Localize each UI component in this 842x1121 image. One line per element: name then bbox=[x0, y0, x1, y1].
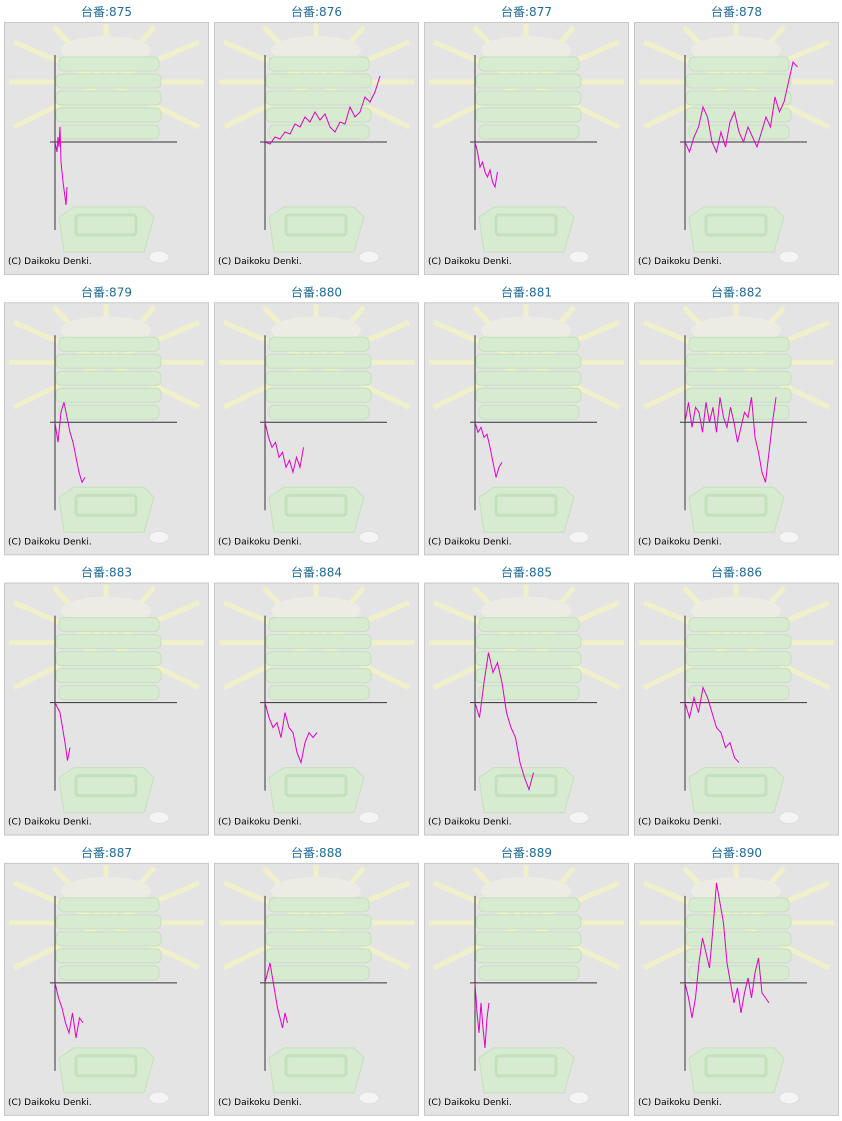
chart-panel: (C) Daikoku Denki. bbox=[214, 863, 419, 1116]
chart-title: 台番:885 bbox=[501, 565, 552, 580]
credit: (C) Daikoku Denki. bbox=[638, 818, 722, 828]
chart-title: 台番:886 bbox=[711, 565, 762, 580]
chart-title: 台番:887 bbox=[81, 845, 132, 860]
data-line bbox=[474, 422, 503, 478]
chart-title: 台番:884 bbox=[291, 565, 342, 580]
chart-panel: (C) Daikoku Denki. bbox=[4, 23, 209, 275]
credit: (C) Daikoku Denki. bbox=[638, 1098, 722, 1108]
credit: (C) Daikoku Denki. bbox=[218, 1098, 302, 1108]
data-line bbox=[474, 652, 534, 792]
data-line bbox=[264, 702, 318, 765]
credit: (C) Daikoku Denki. bbox=[218, 257, 302, 267]
credit: (C) Daikoku Denki. bbox=[428, 537, 512, 547]
data-line bbox=[684, 60, 798, 154]
credit: (C) Daikoku Denki. bbox=[8, 1098, 92, 1108]
chart-title: 台番:888 bbox=[291, 845, 342, 860]
chart-title: 台番:882 bbox=[711, 284, 762, 299]
credit: (C) Daikoku Denki. bbox=[638, 537, 722, 547]
chart-title: 台番:890 bbox=[711, 845, 762, 860]
chart-title: 台番:877 bbox=[501, 4, 552, 19]
chart-title: 台番:875 bbox=[81, 4, 132, 19]
chart-panel: (C) Daikoku Denki. bbox=[214, 583, 419, 836]
data-line bbox=[54, 402, 86, 484]
chart-title: 台番:878 bbox=[711, 4, 762, 19]
chart-panel: (C) Daikoku Denki. bbox=[4, 863, 209, 1116]
chart-panel: (C) Daikoku Denki. bbox=[4, 583, 209, 836]
credit: (C) Daikoku Denki. bbox=[428, 1098, 512, 1108]
data-line bbox=[684, 685, 740, 763]
credit: (C) Daikoku Denki. bbox=[8, 818, 92, 828]
data-line bbox=[264, 962, 288, 1029]
chart-panel: (C) Daikoku Denki. bbox=[424, 23, 629, 275]
credit: (C) Daikoku Denki. bbox=[8, 537, 92, 547]
chart-panel: (C) Daikoku Denki. bbox=[634, 23, 839, 275]
data-line bbox=[684, 882, 770, 1018]
data-line bbox=[264, 422, 304, 475]
credit: (C) Daikoku Denki. bbox=[428, 257, 512, 267]
data-line bbox=[264, 75, 381, 145]
credit: (C) Daikoku Denki. bbox=[218, 818, 302, 828]
credit: (C) Daikoku Denki. bbox=[638, 257, 722, 267]
chart-title: 台番:876 bbox=[291, 4, 342, 19]
data-line bbox=[54, 982, 84, 1038]
chart-title: 台番:880 bbox=[291, 284, 342, 299]
chart-panel: (C) Daikoku Denki. bbox=[424, 303, 629, 556]
data-line bbox=[474, 141, 498, 189]
chart-title: 台番:879 bbox=[81, 284, 132, 299]
chart-title: 台番:881 bbox=[501, 284, 552, 299]
chart-panel: (C) Daikoku Denki. bbox=[4, 303, 209, 556]
chart-panel: (C) Daikoku Denki. bbox=[214, 303, 419, 556]
chart-title: 台番:889 bbox=[501, 845, 552, 860]
chart-panel: (C) Daikoku Denki. bbox=[634, 583, 839, 836]
data-line bbox=[684, 397, 777, 483]
credit: (C) Daikoku Denki. bbox=[428, 818, 512, 828]
data-line bbox=[474, 982, 490, 1048]
chart-panel: (C) Daikoku Denki. bbox=[424, 863, 629, 1116]
chart-panel: (C) Daikoku Denki. bbox=[214, 23, 419, 275]
chart-panel: (C) Daikoku Denki. bbox=[634, 303, 839, 556]
chart-panel: (C) Daikoku Denki. bbox=[424, 583, 629, 836]
credit: (C) Daikoku Denki. bbox=[218, 537, 302, 547]
chart-title: 台番:883 bbox=[81, 565, 132, 580]
credit: (C) Daikoku Denki. bbox=[8, 257, 92, 267]
data-line bbox=[54, 126, 68, 206]
chart-panel: (C) Daikoku Denki. bbox=[634, 863, 839, 1116]
data-line bbox=[54, 702, 71, 761]
